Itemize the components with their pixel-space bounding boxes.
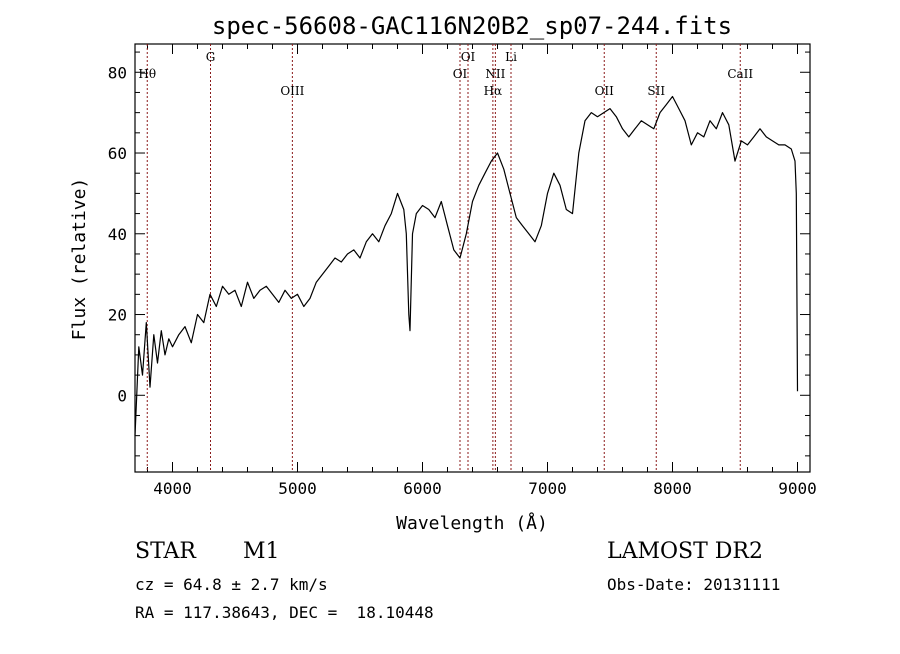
y-tick-label: 80	[108, 63, 127, 82]
y-axis-label: Flux (relative)	[69, 178, 90, 341]
plot-frame	[134, 43, 811, 473]
spectral-line-label: Li	[505, 50, 517, 64]
spectral-line-label: G	[206, 50, 216, 64]
x-tick-label: 6000	[403, 479, 442, 498]
spectrum-series-line	[134, 95, 799, 436]
survey-name: LAMOST DR2	[607, 539, 763, 564]
x-tick-label: 5000	[278, 479, 317, 498]
y-tick-label: 60	[108, 144, 127, 163]
observation-date: Obs-Date: 20131111	[607, 575, 781, 594]
y-tick-label: 40	[108, 225, 127, 244]
spectral-line-label: NII	[485, 67, 505, 81]
spectral-line-label: Hα	[484, 84, 503, 98]
spectral-line-label: Hθ	[138, 67, 156, 81]
spectral-line-label: OI	[461, 50, 476, 64]
spectral-line-label: CaII	[727, 67, 753, 81]
object-class: STAR	[135, 539, 196, 564]
spectral-line-markers: Hθ G OIII OI OI NII Hα Li OII SII CaII	[138, 44, 753, 472]
x-axis-label: Wavelength (Å)	[396, 512, 548, 534]
spectral-line-label: SII	[647, 84, 665, 98]
x-tick-label: 8000	[653, 479, 692, 498]
x-tick-label: 7000	[528, 479, 567, 498]
tick-layer: 4000 5000 6000 7000 8000 9000 0 20 40 60 80	[108, 44, 817, 498]
spectral-line-label: OIII	[280, 84, 304, 98]
redshift-readout: cz = 64.8 ± 2.7 km/s	[135, 575, 328, 594]
object-subclass: M1	[243, 539, 280, 564]
spectral-line-label: OI	[453, 67, 468, 81]
y-tick-label: 20	[108, 306, 127, 325]
spectral-line-label: OII	[595, 84, 615, 98]
series-layer	[134, 95, 799, 436]
y-tick-label: 0	[117, 386, 127, 405]
coordinates-readout: RA = 117.38643, DEC = 18.10448	[135, 603, 434, 622]
x-tick-label: 4000	[153, 479, 192, 498]
chart-title: spec-56608-GAC116N20B2_sp07-244.fits	[212, 12, 732, 40]
x-tick-label: 9000	[778, 479, 817, 498]
